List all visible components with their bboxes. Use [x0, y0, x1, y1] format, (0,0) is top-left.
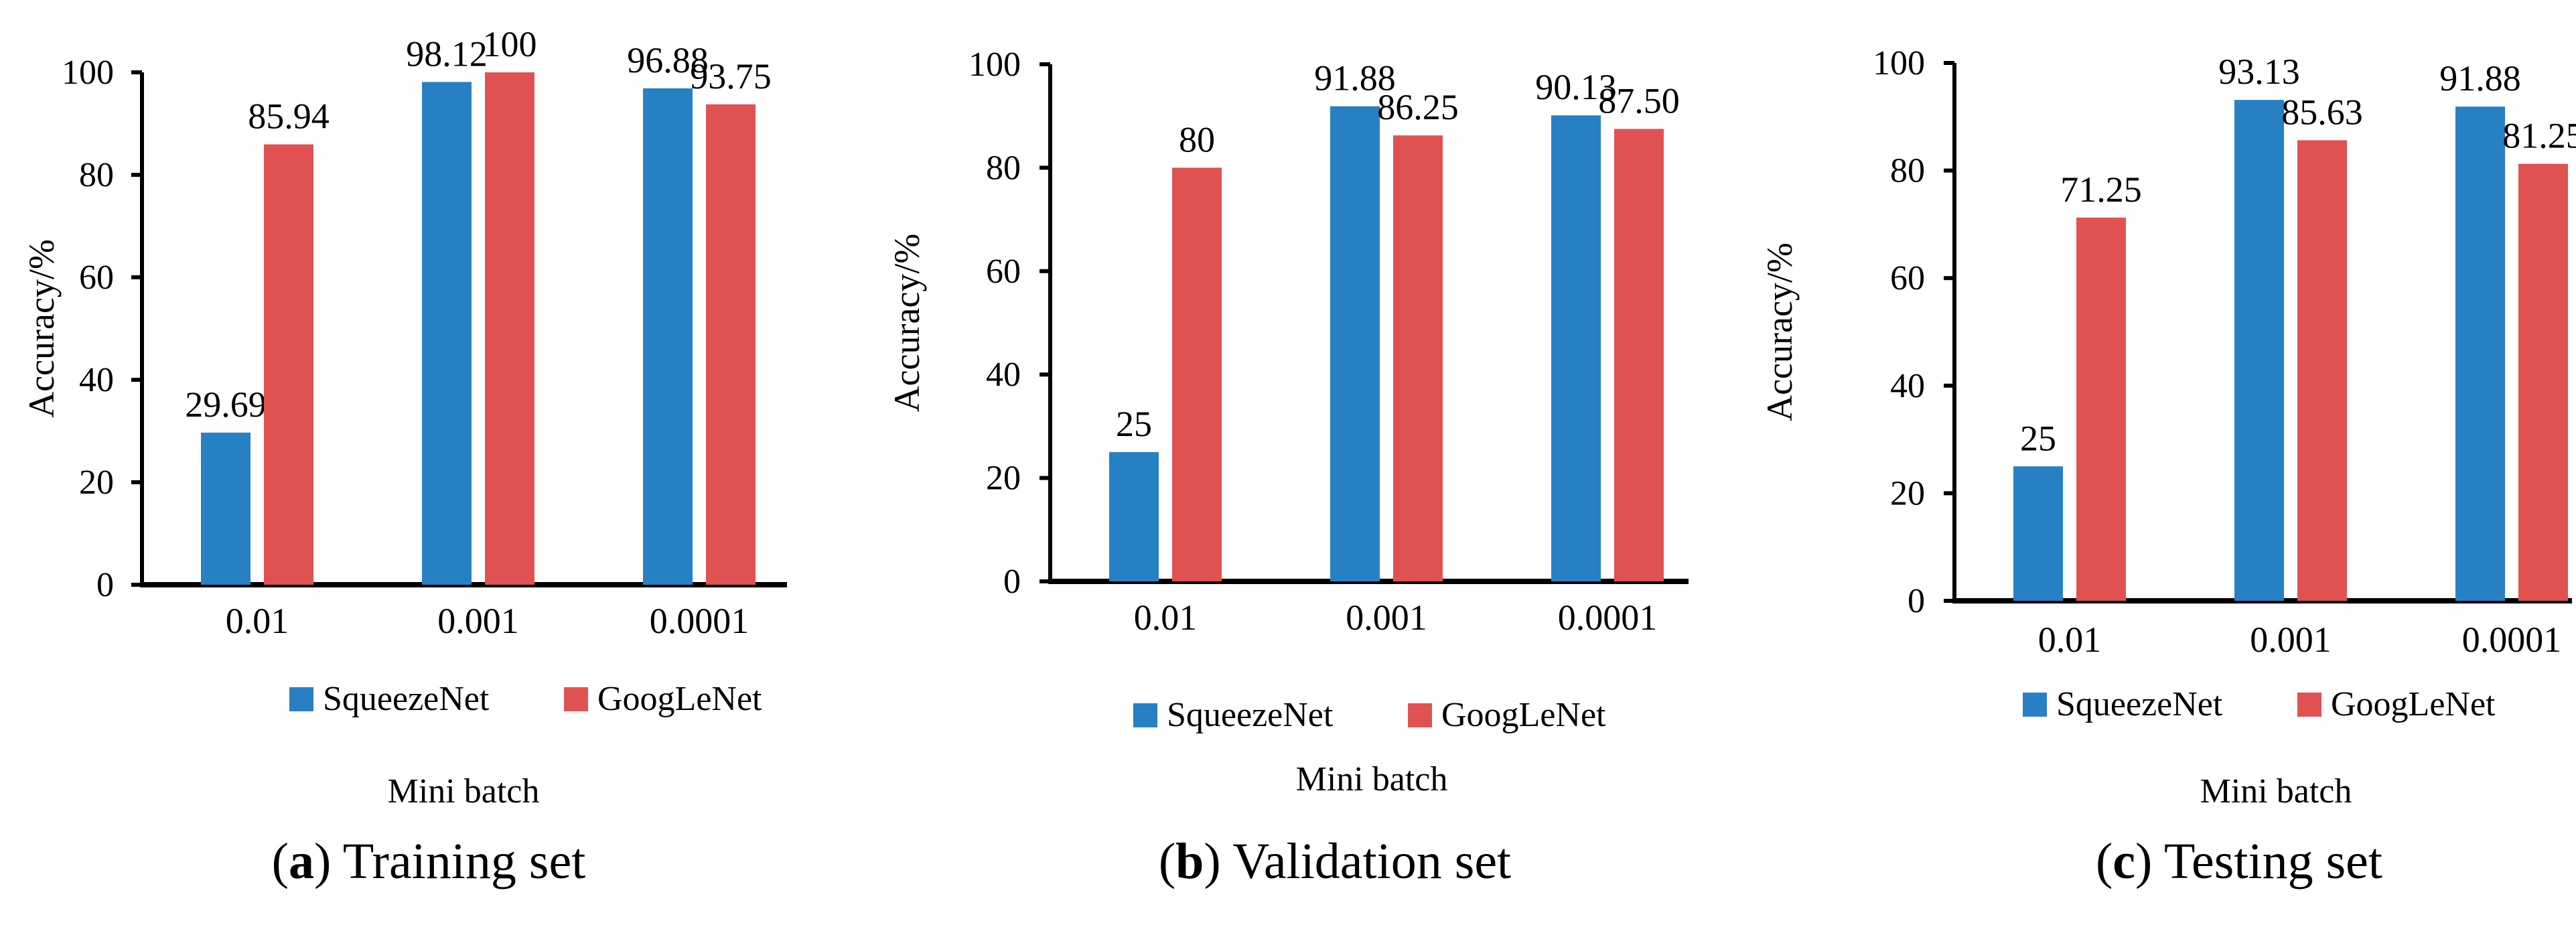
caption-testing: (c) Testing set: [2095, 833, 2383, 889]
y-tick-label: 80: [986, 149, 1021, 187]
y-tick-label: 100: [1873, 44, 1925, 82]
legend-label-squeezenet: SqueezeNet: [2056, 685, 2223, 723]
legend-swatch-googlenet: [564, 687, 588, 711]
data-label: 25: [1116, 404, 1152, 444]
caption-text: Testing set: [2163, 833, 2383, 889]
bar-googlenet: [2518, 163, 2568, 601]
x-tick-label: 0.001: [1346, 597, 1427, 638]
chart-panel-testing: 0 20 40 60 80 100 Accuracy/% 25 71.25 0.01 93.1385…: [1760, 44, 2576, 810]
bar-squeezenet: [1109, 452, 1159, 581]
bar-squeezenet: [2234, 100, 2284, 601]
x-axis-label: Mini batch: [388, 772, 540, 810]
y-tick-label: 40: [1890, 367, 1925, 405]
x-tick-label: 0.01: [2038, 620, 2102, 660]
caption-text: Training set: [342, 833, 586, 889]
x-tick-label: 0.001: [2250, 620, 2332, 660]
data-label: 98.12: [406, 33, 488, 74]
x-tick-label: 0.01: [1134, 597, 1198, 638]
x-axis-label: Mini batch: [2200, 772, 2352, 810]
caption-training: (a) Training set: [271, 833, 586, 889]
data-label: 29.69: [185, 384, 267, 425]
y-tick-label: 20: [986, 459, 1021, 498]
y-tick-label: 100: [969, 46, 1021, 84]
y-tick-label: 20: [1890, 474, 1925, 512]
y-axis-label: Accuracy/%: [887, 234, 927, 413]
data-label: 87.50: [1598, 81, 1680, 121]
data-label: 80: [1179, 119, 1215, 159]
bar-googlenet: [706, 104, 756, 585]
data-label: 91.88: [2439, 58, 2521, 98]
legend-label-squeezenet: SqueezeNet: [1167, 696, 1334, 734]
bar-googlenet: [1614, 129, 1664, 581]
bar-googlenet: [1172, 167, 1222, 581]
bar-squeezenet: [1330, 106, 1380, 581]
data-label: 85.63: [2281, 92, 2363, 132]
legend-label-googlenet: GoogLeNet: [1441, 696, 1606, 734]
data-label: 93.13: [2218, 52, 2300, 92]
y-tick-label: 40: [79, 361, 114, 399]
bar-squeezenet: [1551, 115, 1601, 581]
data-label: 85.94: [248, 96, 330, 137]
x-tick-label: 0.0001: [650, 601, 749, 641]
chart-panel-training: 0 20 40 60 80 100 Accuracy/% 29.69 85.94 0.01 98.1…: [21, 24, 787, 810]
chart-panel-validation: 0 20 40 60 80 100 Accuracy/% 25 80 0.01 91.8886.25…: [887, 46, 1689, 798]
caption-letter: a: [288, 833, 314, 889]
data-label: 81.25: [2502, 116, 2576, 156]
bar-googlenet: [1393, 135, 1443, 581]
y-tick-label: 100: [62, 54, 114, 92]
y-tick-label: 60: [1890, 259, 1925, 297]
x-tick-label: 0.0001: [1558, 597, 1658, 638]
legend-swatch-squeezenet: [289, 687, 313, 711]
y-axis-label: Accuracy/%: [1760, 242, 1800, 421]
y-axis-label: Accuracy/%: [21, 239, 62, 418]
legend-swatch-googlenet: [2297, 693, 2321, 717]
bar-googlenet: [485, 72, 534, 585]
caption-validation: (b) Validation set: [1158, 833, 1512, 889]
y-tick-label: 0: [1908, 582, 1925, 620]
y-tick-label: 40: [986, 356, 1021, 394]
x-tick-label: 0.0001: [2462, 620, 2562, 660]
bar-squeezenet: [2455, 106, 2505, 601]
bar-googlenet: [2297, 140, 2347, 601]
y-tick-label: 0: [96, 566, 114, 604]
data-label: 25: [2020, 418, 2056, 458]
y-tick-label: 80: [1890, 152, 1925, 190]
data-label: 91.88: [1314, 58, 1396, 98]
bar-googlenet: [264, 144, 313, 585]
legend-swatch-squeezenet: [2023, 693, 2047, 717]
x-tick-label: 0.001: [437, 601, 519, 641]
legend-swatch-googlenet: [1408, 703, 1432, 727]
bar-squeezenet: [201, 432, 251, 585]
y-tick-label: 60: [79, 259, 114, 297]
data-label: 90.13: [1535, 67, 1617, 107]
caption-letter: c: [2113, 833, 2135, 889]
data-label: 100: [483, 24, 537, 64]
y-tick-label: 20: [79, 464, 114, 502]
y-tick-label: 0: [1003, 563, 1021, 601]
legend-label-googlenet: GoogLeNet: [597, 680, 762, 718]
x-tick-label: 0.01: [226, 601, 289, 641]
legend-label-googlenet: GoogLeNet: [2331, 685, 2496, 723]
data-label: 96.88: [627, 40, 709, 80]
y-tick-label: 80: [79, 156, 114, 194]
data-label: 71.25: [2060, 169, 2142, 210]
bar-squeezenet: [643, 88, 693, 585]
bar-squeezenet: [422, 82, 472, 585]
y-tick-label: 60: [986, 253, 1021, 291]
data-label: 86.25: [1377, 87, 1459, 127]
legend-label-squeezenet: SqueezeNet: [323, 680, 490, 718]
caption-text: Validation set: [1232, 833, 1512, 889]
legend-swatch-squeezenet: [1133, 703, 1157, 727]
caption-letter: b: [1175, 833, 1204, 889]
bar-googlenet: [2076, 217, 2126, 601]
x-axis-label: Mini batch: [1296, 760, 1448, 798]
bar-squeezenet: [2013, 466, 2063, 601]
data-label: 93.75: [690, 56, 772, 96]
